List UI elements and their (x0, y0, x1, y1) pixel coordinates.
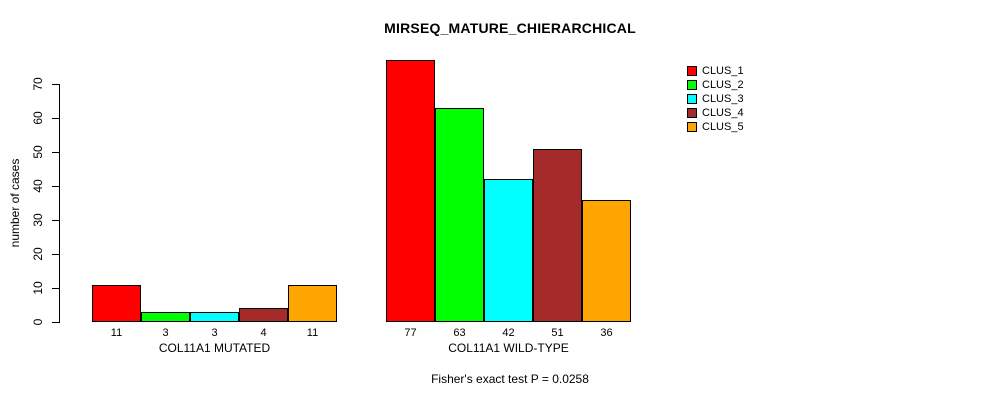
y-axis-line (59, 84, 60, 323)
legend-item-clus_1: CLUS_1 (687, 64, 744, 78)
bar-value-label: 77 (404, 327, 417, 339)
chart-title: MIRSEQ_MATURE_CHIERARCHICAL (384, 20, 636, 36)
legend-swatch-icon (687, 122, 697, 132)
legend-label: CLUS_4 (702, 107, 744, 119)
group-label-col11a1-mutated: COL11A1 MUTATED (158, 341, 271, 355)
y-tick-label: 70 (31, 77, 45, 91)
y-tick (52, 152, 59, 153)
bar-clus_2 (435, 108, 484, 322)
legend-swatch-icon (687, 94, 697, 104)
y-tick-label: 50 (31, 145, 45, 159)
legend-item-clus_3: CLUS_3 (687, 92, 744, 106)
bar-value-label: 51 (551, 327, 564, 339)
bar-value-label: 3 (162, 327, 169, 339)
bar-clus_1 (386, 60, 435, 322)
y-tick-label: 10 (31, 281, 45, 295)
y-tick (52, 220, 59, 221)
y-tick-label: 30 (31, 213, 45, 227)
legend-label: CLUS_1 (702, 65, 744, 77)
y-tick (52, 254, 59, 255)
y-tick-label: 0 (31, 318, 45, 326)
bar-value-label: 4 (260, 327, 267, 339)
y-tick (52, 84, 59, 85)
bar-value-label: 36 (600, 327, 613, 339)
bar-value-label: 63 (453, 327, 466, 339)
legend-swatch-icon (687, 66, 697, 76)
y-tick (52, 118, 59, 119)
bar-clus_1 (92, 285, 141, 322)
y-tick-label: 60 (31, 111, 45, 125)
bar-value-label: 11 (110, 327, 123, 339)
annotation-text: Fisher's exact test P = 0.0258 (431, 372, 589, 386)
bar-value-label: 3 (211, 327, 218, 339)
legend: CLUS_1 CLUS_2 CLUS_3 CLUS_4 CLUS_5 (687, 64, 744, 134)
bar-value-label: 42 (502, 327, 515, 339)
bar-clus_3 (190, 312, 239, 322)
bar-clus_3 (484, 179, 533, 322)
legend-item-clus_4: CLUS_4 (687, 106, 744, 120)
bar-clus_4 (533, 149, 582, 322)
legend-item-clus_5: CLUS_5 (687, 120, 744, 134)
legend-label: CLUS_2 (702, 79, 744, 91)
bar-clus_5 (582, 200, 631, 322)
group-label-col11a1-wild-type: COL11A1 WILD-TYPE (448, 341, 569, 355)
y-tick (52, 322, 59, 323)
y-tick-label: 40 (31, 179, 45, 193)
bar-clus_4 (239, 308, 288, 322)
bar-clus_5 (288, 285, 337, 322)
legend-label: CLUS_3 (702, 93, 744, 105)
bar-value-label: 11 (306, 327, 319, 339)
y-tick (52, 186, 59, 187)
legend-swatch-icon (687, 80, 697, 90)
y-tick-label: 20 (31, 247, 45, 261)
legend-item-clus_2: CLUS_2 (687, 78, 744, 92)
legend-swatch-icon (687, 108, 697, 118)
y-tick (52, 288, 59, 289)
y-axis-title: number of cases (8, 158, 22, 248)
legend-label: CLUS_5 (702, 121, 744, 133)
bar-clus_2 (141, 312, 190, 322)
